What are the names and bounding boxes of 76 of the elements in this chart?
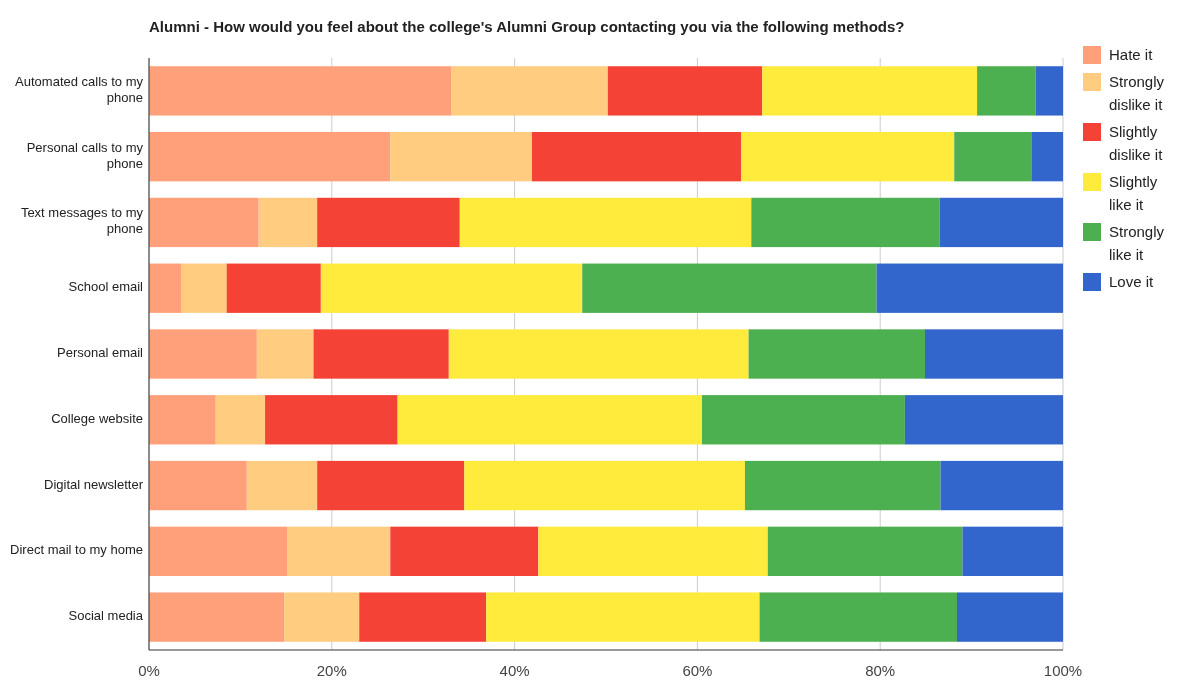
bar (977, 66, 1036, 116)
bar (954, 132, 1032, 182)
bar (744, 460, 941, 511)
bar (762, 66, 978, 116)
bar (226, 263, 321, 313)
bar (956, 592, 1063, 642)
bar (246, 460, 318, 511)
bar (390, 526, 539, 576)
bar (390, 132, 532, 182)
bar (149, 526, 288, 576)
bar (767, 526, 963, 576)
bar (317, 460, 465, 511)
bar (876, 263, 1063, 313)
legend-label: Slightly like it (1109, 173, 1158, 213)
bar (284, 592, 360, 642)
bar (962, 526, 1063, 576)
y-tick-label: School email (68, 279, 144, 295)
bar (265, 395, 398, 445)
x-tick-label: 40% (499, 662, 530, 679)
bar (464, 460, 745, 511)
y-tick-label: Digital newsletter (44, 476, 144, 492)
legend-label: Strongly like it (1109, 223, 1165, 263)
bar (448, 329, 749, 379)
bar (313, 329, 449, 379)
x-tick-label: 0% (138, 662, 160, 679)
y-tick-label: Personal calls to my phone (26, 140, 144, 172)
x-tick-label: 80% (865, 662, 896, 679)
bar (607, 66, 763, 116)
bar (287, 526, 391, 576)
bar (751, 197, 940, 248)
bar (940, 460, 1063, 511)
x-tick-label: 20% (316, 662, 347, 679)
y-tick-label: Automated calls to my phone (15, 74, 144, 106)
legend-label: Strongly dislike it (1109, 73, 1165, 113)
y-tick-label: Text messages to my phone (20, 205, 144, 237)
y-tick-label: College website (51, 411, 143, 427)
bar (215, 395, 266, 445)
bar (459, 197, 752, 248)
bar (149, 592, 285, 642)
bar (149, 263, 181, 313)
bar (701, 395, 905, 445)
legend-label: Love it (1109, 273, 1155, 290)
bar (149, 197, 259, 248)
bar (924, 329, 1063, 379)
bar (759, 592, 957, 642)
x-tick-label: 60% (682, 662, 713, 679)
bar (582, 263, 877, 313)
y-tick-label: Personal email (57, 345, 144, 361)
bar (149, 66, 452, 116)
legend-label: Hate it (1109, 46, 1154, 63)
chart-title: Alumni - How would you feel about the college's Alumni Group contacting you via the following methods? (149, 18, 905, 35)
bar (149, 132, 391, 182)
bar (1035, 66, 1063, 116)
bar (320, 263, 583, 313)
bar (538, 526, 768, 576)
bar (1031, 132, 1063, 182)
bar (149, 395, 216, 445)
bar (317, 197, 460, 248)
bar (904, 395, 1063, 445)
x-tick-label: 100% (1043, 662, 1083, 679)
y-tick-label: Direct mail to my home (10, 542, 143, 558)
bar (939, 197, 1063, 248)
bar (149, 460, 247, 511)
bar (149, 329, 257, 379)
bar (486, 592, 760, 642)
bar (258, 197, 318, 248)
bar (451, 66, 608, 116)
bar (741, 132, 955, 182)
bar (748, 329, 925, 379)
y-tick-label: Social media (68, 608, 144, 624)
bar (531, 132, 742, 182)
bar (180, 263, 227, 313)
bar (359, 592, 487, 642)
bar (256, 329, 314, 379)
legend-label: Slightly dislike it (1109, 123, 1164, 163)
bar (397, 395, 702, 445)
